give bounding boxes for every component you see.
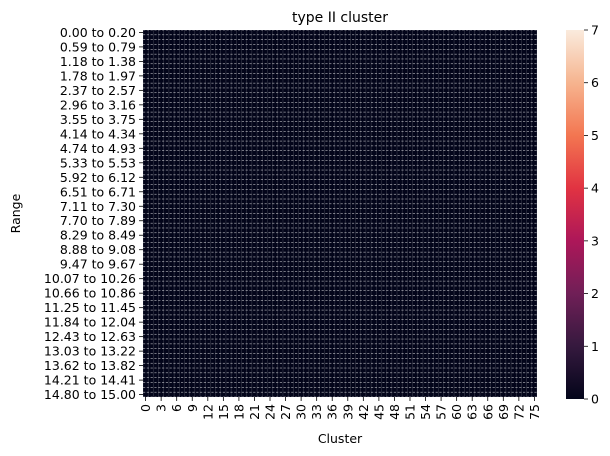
colorbar-tick-label: 3 <box>591 233 599 248</box>
x-tick-label: 63 <box>465 404 480 420</box>
x-tick-label: 6 <box>169 404 184 412</box>
y-tick-label: 14.80 to 15.00 <box>44 387 136 402</box>
x-tick-label: 45 <box>371 404 386 420</box>
x-tick-label: 0 <box>138 404 153 412</box>
x-tick-label: 12 <box>200 404 215 420</box>
y-tick-label: 6.51 to 6.71 <box>60 184 136 199</box>
y-tick-label: 14.21 to 14.41 <box>44 373 136 388</box>
x-tick-label: 54 <box>418 404 433 420</box>
y-tick-label: 12.43 to 12.63 <box>44 329 136 344</box>
x-tick-label: 66 <box>480 404 495 420</box>
y-tick-label: 7.70 to 7.89 <box>60 213 136 228</box>
colorbar-tick-label: 2 <box>591 286 599 301</box>
y-tick-label: 10.07 to 10.26 <box>44 271 136 286</box>
x-axis-ticks: 0 3 6 9 12 15 18 21 24 27 30 33 36 39 42 45 48 51 54 57 60 63… <box>138 397 542 420</box>
x-axis-title: Cluster <box>318 431 363 446</box>
y-axis-ticks: 0.00 to 0.200.59 to 0.791.18 to 1.381.78… <box>44 25 143 402</box>
y-tick-label: 4.14 to 4.34 <box>60 126 136 141</box>
chart-title: type II cluster <box>292 10 388 26</box>
x-tick-label: 24 <box>263 404 278 420</box>
y-tick-label: 1.78 to 1.97 <box>60 68 136 83</box>
x-tick-label: 69 <box>496 404 511 420</box>
y-tick-label: 0.00 to 0.20 <box>60 25 136 40</box>
x-tick-label: 51 <box>402 404 417 420</box>
x-tick-label: 42 <box>356 404 371 420</box>
y-tick-label: 3.55 to 3.75 <box>60 112 136 127</box>
x-tick-label: 72 <box>511 404 526 420</box>
colorbar-tick-label: 4 <box>591 181 599 196</box>
y-tick-label: 2.37 to 2.57 <box>60 83 136 98</box>
y-tick-label: 1.18 to 1.38 <box>60 54 136 69</box>
colorbar-tick-label: 7 <box>591 23 599 38</box>
y-tick-label: 5.33 to 5.53 <box>60 155 136 170</box>
colorbar-tick-label: 5 <box>591 128 599 143</box>
x-tick-label: 75 <box>527 404 542 420</box>
x-tick-label: 21 <box>247 404 262 420</box>
x-tick-label: 36 <box>325 404 340 420</box>
y-tick-label: 4.74 to 4.93 <box>60 141 136 156</box>
x-tick-label: 27 <box>278 404 293 420</box>
x-tick-label: 60 <box>449 404 464 420</box>
colorbar-tick-label: 1 <box>591 339 599 354</box>
colorbar-tick-label: 6 <box>591 75 599 90</box>
x-tick-label: 3 <box>154 404 169 412</box>
x-tick-label: 48 <box>387 404 402 420</box>
y-axis-title: Range <box>8 193 23 233</box>
y-tick-label: 5.92 to 6.12 <box>60 170 136 185</box>
colorbar-tick-label: 0 <box>591 392 599 407</box>
heatmap-cells <box>142 29 538 398</box>
x-tick-label: 39 <box>340 404 355 420</box>
y-tick-label: 10.66 to 10.86 <box>44 286 136 301</box>
x-tick-label: 15 <box>216 404 231 420</box>
y-tick-label: 11.84 to 12.04 <box>44 315 136 330</box>
colorbar <box>566 30 584 399</box>
y-tick-label: 13.03 to 13.22 <box>44 344 136 359</box>
y-tick-label: 8.29 to 8.49 <box>60 228 136 243</box>
x-tick-label: 57 <box>434 404 449 420</box>
x-tick-label: 30 <box>294 404 309 420</box>
y-tick-label: 9.47 to 9.67 <box>60 257 136 272</box>
y-tick-label: 7.11 to 7.30 <box>60 199 136 214</box>
y-tick-label: 2.96 to 3.16 <box>60 97 136 112</box>
x-tick-label: 33 <box>309 404 324 420</box>
y-tick-label: 0.59 to 0.79 <box>60 39 136 54</box>
x-tick-label: 9 <box>185 404 200 412</box>
y-tick-label: 13.62 to 13.82 <box>44 358 136 373</box>
x-tick-label: 18 <box>231 404 246 420</box>
y-tick-label: 11.25 to 11.45 <box>44 300 136 315</box>
colorbar-ticks: 0 1 2 3 4 5 6 7 <box>584 23 599 407</box>
y-tick-label: 8.88 to 9.08 <box>60 242 136 257</box>
